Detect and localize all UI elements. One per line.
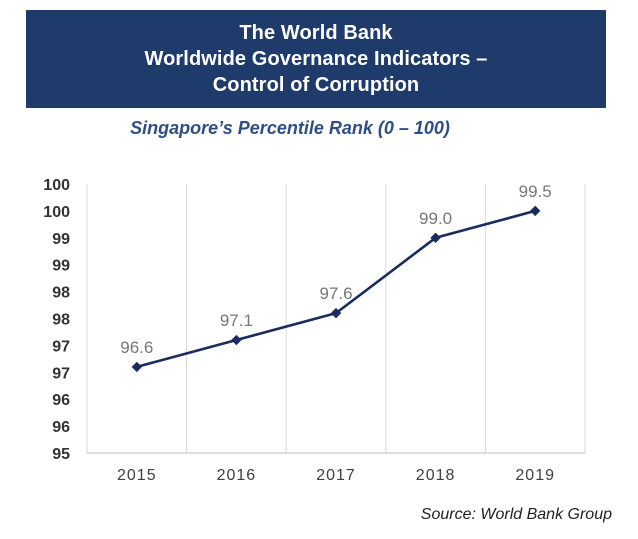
y-tick-label: 98 [52,285,70,302]
title-banner: The World Bank Worldwide Governance Indi… [26,10,606,108]
y-tick-label: 98 [52,312,70,329]
y-tick-label: 97 [52,338,70,355]
y-tick-label: 96 [52,419,70,436]
data-point-marker [131,361,143,373]
data-label: 96.6 [120,338,153,357]
x-tick-label: 2019 [515,467,555,484]
x-tick-label: 2015 [117,467,157,484]
data-label: 97.6 [319,284,352,303]
y-tick-label: 100 [43,204,70,221]
data-point-marker [529,205,541,217]
data-label: 97.1 [220,311,253,330]
y-tick-label: 95 [52,446,70,463]
y-tick-label: 96 [52,392,70,409]
data-point-marker [330,307,342,319]
data-point-marker [430,232,441,244]
y-tick-label: 100 [43,177,70,194]
data-point-marker [231,334,242,346]
x-tick-label: 2018 [416,467,456,484]
y-tick-label: 99 [52,258,70,275]
title-line-2: Worldwide Governance Indicators – [144,48,488,70]
x-tick-label: 2017 [316,467,356,484]
data-label: 99.0 [419,209,452,228]
x-tick-label: 2016 [217,467,257,484]
y-tick-label: 99 [52,231,70,248]
title-line-3: Control of Corruption [212,74,420,96]
chart-subtitle: Singapore’s Percentile Rank (0 – 100) [130,118,450,138]
title-line-1: The World Bank [239,22,393,44]
line-chart: 95 96 96 97 97 98 98 99 99 100 100 2015 2016 2017 2018… [43,177,586,484]
y-tick-label: 97 [52,365,70,382]
data-label: 99.5 [519,182,552,201]
source-note: Source: World Bank Group [420,506,612,523]
